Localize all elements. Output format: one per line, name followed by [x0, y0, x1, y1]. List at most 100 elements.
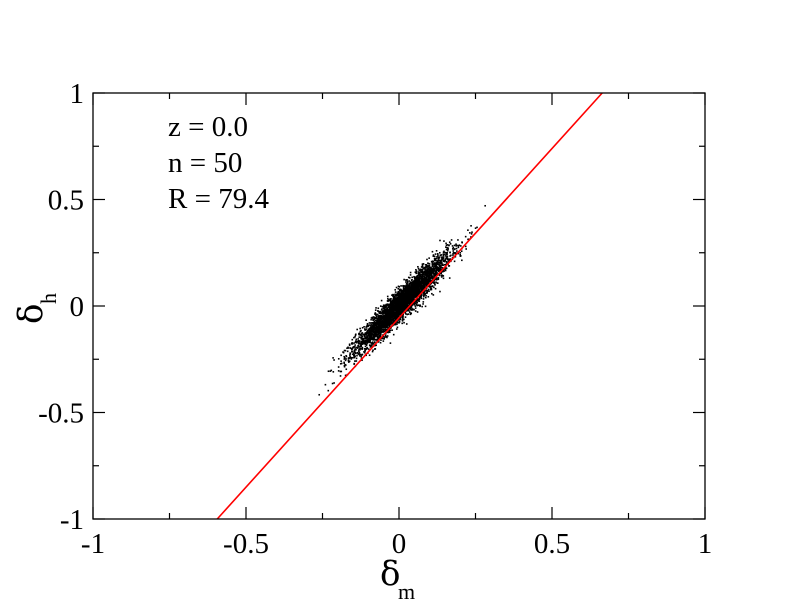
scatter-point [414, 276, 417, 279]
scatter-point [380, 299, 383, 302]
scatter-point [385, 320, 387, 323]
scatter-point [412, 299, 415, 301]
scatter-point [397, 294, 400, 297]
scatter-point [374, 323, 376, 326]
scatter-point [429, 270, 432, 273]
scatter-point [417, 283, 420, 285]
scatter-point [401, 311, 404, 314]
scatter-point [448, 258, 450, 261]
scatter-point [399, 301, 401, 304]
scatter-point [371, 328, 374, 331]
scatter-point [354, 341, 357, 343]
scatter-point [398, 322, 400, 324]
x-axis-label: δ m [380, 554, 415, 604]
scatter-point [387, 312, 390, 315]
scatter-point [404, 296, 407, 299]
scatter-point [381, 319, 384, 322]
scatter-point [384, 328, 387, 331]
scatter-point [421, 289, 424, 292]
scatter-point [392, 305, 394, 308]
scatter-point [430, 271, 432, 274]
scatter-point [428, 284, 431, 287]
scatter-point [397, 313, 400, 316]
scatter-point [401, 317, 404, 319]
scatter-point [388, 324, 391, 327]
scatter-point [388, 314, 391, 316]
scatter-point [355, 348, 357, 351]
scatter-point [403, 300, 406, 303]
scatter-point [381, 310, 384, 312]
scatter-point [380, 324, 382, 327]
scatter-point [414, 292, 416, 295]
scatter-point [365, 334, 367, 336]
scatter-point [356, 354, 358, 357]
scatter-point [409, 274, 412, 276]
scatter-point [396, 307, 399, 309]
scatter-point [388, 299, 391, 302]
scatter-point [435, 261, 438, 264]
scatter-point [405, 281, 407, 283]
scatter-point [349, 347, 352, 349]
scatter-point [391, 322, 393, 324]
scatter-point [367, 336, 369, 339]
scatter-point [401, 305, 404, 307]
scatter-point [457, 246, 460, 249]
scatter-point [382, 330, 384, 333]
scatter-point [345, 358, 347, 360]
scatter-point [351, 342, 353, 344]
scatter-point [468, 238, 470, 241]
scatter-point [382, 311, 385, 313]
scatter-point [394, 291, 397, 293]
scatter-point [405, 294, 407, 296]
scatter-point [443, 260, 446, 263]
scatter-point [389, 321, 391, 323]
scatter-point [400, 292, 403, 295]
scatter-point [470, 225, 472, 227]
scatter-point [378, 327, 381, 329]
y-tick-label: -1 [60, 504, 84, 536]
scatter-point [427, 282, 430, 285]
scatter-point [397, 315, 400, 317]
scatter-point [393, 295, 395, 297]
scatter-point [389, 308, 392, 310]
scatter-point [389, 300, 392, 302]
scatter-point [418, 278, 421, 281]
scatter-point [407, 285, 409, 288]
scatter-point [360, 334, 362, 336]
scatter-point [349, 354, 351, 356]
scatter-point [424, 283, 427, 285]
scatter-point [455, 252, 457, 254]
scatter-point [393, 295, 396, 298]
scatter-point [436, 282, 439, 284]
scatter-point [431, 285, 434, 287]
scatter-point [381, 305, 384, 308]
scatter-point [378, 334, 380, 337]
scatter-point [339, 370, 342, 373]
scatter-point [354, 335, 356, 338]
scatter-point [384, 334, 387, 337]
scatter-point [333, 359, 335, 361]
scatter-point [350, 358, 353, 360]
scatter-point [372, 328, 375, 331]
scatter-point [387, 323, 390, 325]
scatter-point [395, 328, 398, 330]
scatter-point [366, 339, 369, 341]
scatter-point [396, 321, 399, 324]
scatter-point [433, 274, 436, 277]
scatter-point [460, 250, 463, 252]
scatter-point [368, 328, 371, 330]
scatter-point [422, 278, 424, 281]
scatter-point [428, 257, 430, 259]
scatter-point [470, 236, 472, 238]
scatter-point [375, 322, 377, 325]
scatter-point [406, 302, 409, 305]
scatter-point [405, 305, 408, 308]
scatter-point [361, 353, 364, 356]
scatter-point [388, 311, 391, 314]
scatter-point [399, 298, 402, 301]
scatter-point [434, 278, 437, 280]
scatter-point [364, 328, 367, 331]
scatter-point [379, 334, 382, 336]
scatter-point [355, 360, 358, 362]
scatter-point [367, 348, 370, 350]
